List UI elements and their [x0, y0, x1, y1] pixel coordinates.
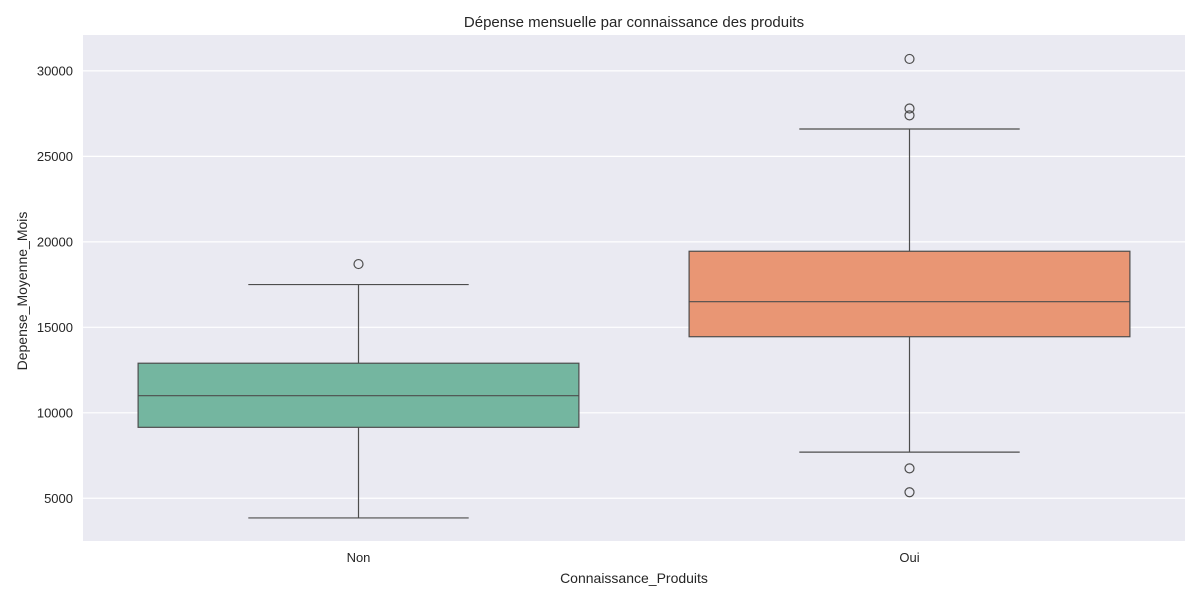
y-tick-label: 25000 [37, 149, 73, 164]
x-tick-labels: Non Oui [347, 550, 920, 565]
boxes [137, 53, 1131, 519]
x-tick-label: Non [347, 550, 371, 565]
outlier-point [904, 110, 915, 121]
y-tick-label: 20000 [37, 234, 73, 249]
outlier-point [904, 103, 915, 114]
y-axis-label: Depense_Moyenne_Mois [14, 212, 30, 371]
iqr-box [688, 250, 1131, 338]
outlier-point [904, 53, 915, 65]
outlier-point [353, 258, 364, 270]
box-non [137, 258, 580, 519]
y-tick-label: 5000 [44, 491, 73, 506]
x-tick-label: Oui [899, 550, 919, 565]
chart-title: Dépense mensuelle par connaissance des p… [464, 14, 804, 31]
y-tick-label: 30000 [37, 63, 73, 78]
y-tick-label: 10000 [37, 405, 73, 420]
outlier-point [904, 487, 915, 498]
y-tick-labels: 5000 10000 15000 20000 25000 30000 [37, 63, 73, 505]
box-oui [688, 53, 1131, 498]
outlier-point [904, 463, 915, 474]
y-tick-label: 15000 [37, 320, 73, 335]
x-axis-label: Connaissance_Produits [560, 570, 708, 586]
